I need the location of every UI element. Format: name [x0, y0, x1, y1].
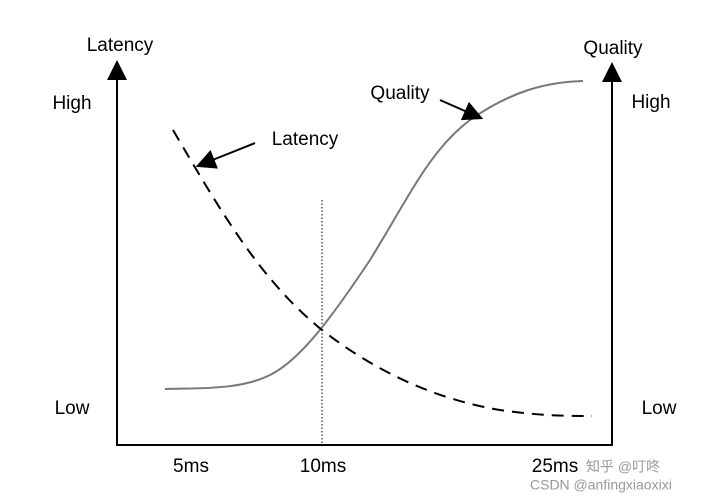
- x-label: 25ms: [532, 456, 578, 477]
- watermark: 知乎 @叮咚: [586, 459, 660, 475]
- left-high-label: High: [52, 93, 91, 114]
- watermark: CSDN @anfingxiaoxixi: [530, 477, 672, 493]
- latency-arrow: [195, 142, 256, 169]
- latency-curve: [172, 129, 593, 417]
- quality-annotation: Quality: [370, 83, 430, 104]
- latency-annotation: Latency: [272, 129, 339, 150]
- right-low-label: Low: [642, 398, 677, 419]
- x-label: 5ms: [173, 456, 209, 477]
- x-label: 10ms: [300, 456, 346, 477]
- left-axis-title: Latency: [87, 35, 154, 56]
- quality-curve: [164, 80, 584, 390]
- left-low-label: Low: [55, 398, 90, 419]
- quality-arrow: [439, 99, 484, 121]
- right-axis-title: Quality: [583, 38, 643, 59]
- right-high-label: High: [631, 92, 670, 113]
